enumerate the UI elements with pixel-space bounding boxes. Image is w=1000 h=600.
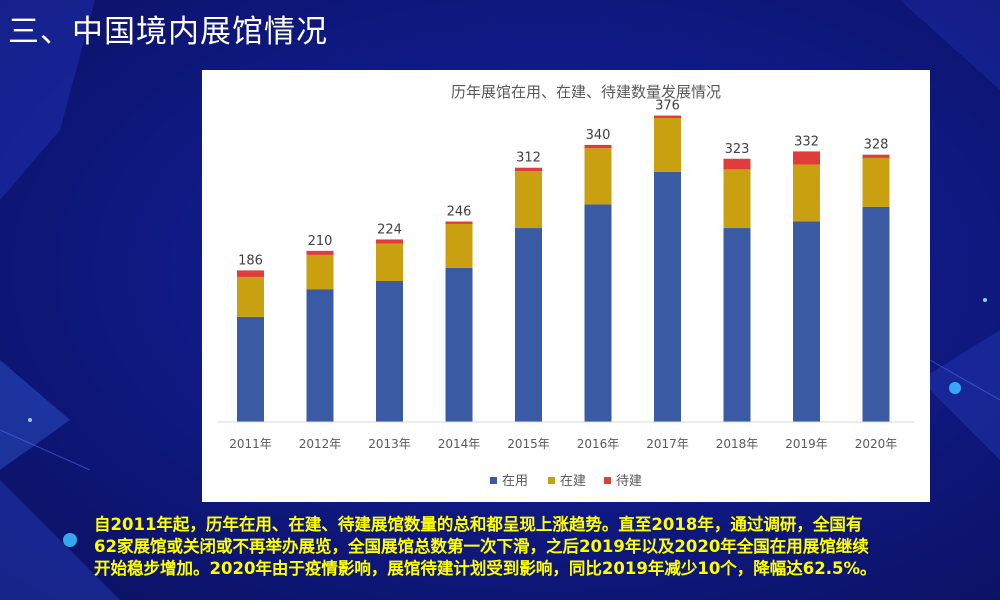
bar-in-use-2014年 xyxy=(445,267,473,422)
total-labels: 186 210 224 246 312 340 376 323 332 328 xyxy=(238,99,888,269)
total-label-2012年: 210 xyxy=(308,234,333,249)
bar-under-construction-2011年 xyxy=(237,276,264,317)
legend: 在用 在建 待建 xyxy=(490,474,642,489)
total-label-2015年: 312 xyxy=(516,151,541,166)
x-tick-label-2014年: 2014年 xyxy=(438,437,481,451)
legend-label-1: 在建 xyxy=(560,474,586,489)
x-tick-label-2012年: 2012年 xyxy=(299,437,342,451)
bar-in-use-2016年 xyxy=(584,204,612,422)
bar-in-use-2020年 xyxy=(862,206,890,422)
total-label-2019年: 332 xyxy=(794,134,819,149)
bar-under-construction-2016年 xyxy=(584,148,612,205)
bar-planned-2011年 xyxy=(237,270,264,277)
legend-label-0: 在用 xyxy=(502,474,528,489)
bar-planned-2019年 xyxy=(793,151,820,165)
bar-under-construction-2013年 xyxy=(376,243,403,282)
chart-title: 历年展馆在用、在建、待建数量发展情况 xyxy=(451,83,721,101)
bar-under-construction-2018年 xyxy=(723,169,751,229)
bar-in-use-2011年 xyxy=(237,316,264,422)
chart-panel: 历年展馆在用、在建、待建数量发展情况 2011年 2012年 2013年 2014年 2… xyxy=(202,70,930,502)
x-tick-label-2017年: 2017年 xyxy=(646,437,689,451)
stacked-bar-chart: 历年展馆在用、在建、待建数量发展情况 2011年 2012年 2013年 2014年 2… xyxy=(217,83,914,489)
legend-swatch-1 xyxy=(548,477,555,484)
bar-under-construction-2020年 xyxy=(862,157,890,207)
x-tick-label-2015年: 2015年 xyxy=(507,437,550,451)
total-label-2018年: 323 xyxy=(725,142,750,157)
legend-swatch-0 xyxy=(490,477,497,484)
bar-in-use-2019年 xyxy=(793,221,820,422)
total-label-2011年: 186 xyxy=(238,253,263,268)
total-label-2014年: 246 xyxy=(447,205,472,220)
bar-under-construction-2012年 xyxy=(306,254,334,290)
bars-group xyxy=(237,115,890,422)
bar-under-construction-2019年 xyxy=(793,164,820,222)
total-label-2017年: 376 xyxy=(655,99,680,114)
total-label-2016年: 340 xyxy=(586,128,611,143)
bar-in-use-2013年 xyxy=(376,281,403,422)
bar-planned-2017年 xyxy=(654,115,681,119)
bar-in-use-2015年 xyxy=(515,228,542,422)
x-tick-label-2019年: 2019年 xyxy=(785,437,828,451)
bar-under-construction-2015年 xyxy=(515,170,542,229)
bar-planned-2012年 xyxy=(306,250,334,255)
x-axis-labels: 2011年 2012年 2013年 2014年 2015年 2016年 2017年 2018年… xyxy=(229,437,897,451)
bar-planned-2018年 xyxy=(723,158,751,170)
total-label-2020年: 328 xyxy=(864,138,889,153)
bar-planned-2015年 xyxy=(515,167,542,171)
bar-planned-2020年 xyxy=(862,154,890,158)
x-tick-label-2018年: 2018年 xyxy=(716,437,759,451)
bar-under-construction-2014年 xyxy=(445,223,473,268)
x-tick-label-2011年: 2011年 xyxy=(229,437,272,451)
bar-in-use-2017年 xyxy=(654,171,681,422)
slide-title: 三、中国境内展馆情况 xyxy=(8,14,328,50)
caption-text: 自2011年起，历年在用、在建、待建展馆数量的总和都呈现上涨趋势。直至2018年… xyxy=(94,514,994,580)
caption-line-1: 自2011年起，历年在用、在建、待建展馆数量的总和都呈现上涨趋势。直至2018年… xyxy=(94,515,863,534)
total-label-2013年: 224 xyxy=(377,222,402,237)
bar-planned-2016年 xyxy=(584,144,612,149)
bar-in-use-2018年 xyxy=(723,228,751,422)
caption-line-3: 开始稳步增加。2020年由于疫情影响，展馆待建计划受到影响，同比2019年减少1… xyxy=(94,559,877,578)
x-tick-label-2016年: 2016年 xyxy=(577,437,620,451)
bar-under-construction-2017年 xyxy=(654,118,681,172)
bar-in-use-2012年 xyxy=(306,289,334,422)
legend-label-2: 待建 xyxy=(616,474,642,489)
bar-planned-2013年 xyxy=(376,239,403,244)
legend-swatch-2 xyxy=(604,477,611,484)
x-tick-label-2020年: 2020年 xyxy=(855,437,898,451)
x-tick-label-2013年: 2013年 xyxy=(368,437,411,451)
caption-line-2: 62家展馆或关闭或不再举办展览，全国展馆总数第一次下滑，之后2019年以及202… xyxy=(94,537,869,556)
bar-planned-2014年 xyxy=(445,221,473,224)
